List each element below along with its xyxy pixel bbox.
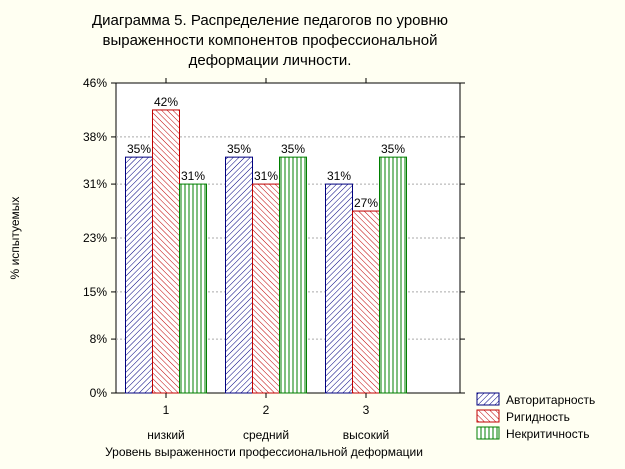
data-label: 27% [354, 196, 378, 210]
x-tick-label: 1 [163, 403, 170, 417]
chart-title: Диаграмма 5. Распределение педагогов по … [92, 12, 448, 69]
legend-swatch [476, 409, 500, 423]
data-label: 35% [127, 142, 151, 156]
bar [125, 156, 153, 394]
bar [179, 183, 207, 394]
data-label: 35% [381, 142, 405, 156]
x-category-label: средний [243, 428, 289, 442]
bar [279, 156, 307, 394]
y-axis-label: % испытуемых [8, 197, 22, 280]
title-line: выраженности компонентов профессионально… [103, 32, 438, 49]
y-tick-label: 23% [83, 231, 107, 245]
legend: Авторитарность Ригидность Некритичность [476, 392, 595, 441]
data-label: 31% [327, 169, 351, 183]
legend-swatch [476, 392, 500, 406]
legend-swatch [476, 426, 500, 440]
bar [252, 183, 280, 394]
y-tick-label: 31% [83, 177, 107, 191]
legend-label: Некритичность [506, 427, 589, 441]
data-label: 31% [254, 169, 278, 183]
y-tick-label: 8% [90, 332, 108, 346]
x-tick-label: 3 [363, 403, 370, 417]
y-tick-label: 38% [83, 130, 107, 144]
title-line: деформации личности. [189, 52, 352, 69]
y-tick-label: 46% [83, 76, 107, 90]
title-line: Диаграмма 5. Распределение педагогов по … [92, 12, 448, 29]
x-tick-label: 2 [263, 403, 270, 417]
data-label: 31% [181, 169, 205, 183]
data-label: 35% [227, 142, 251, 156]
bar [352, 210, 380, 394]
legend-label: Ригидность [506, 410, 570, 424]
bar [152, 109, 180, 394]
data-label: 35% [281, 142, 305, 156]
x-axis-label: Уровень выраженности профессиональной де… [105, 445, 423, 459]
x-category-label: низкий [147, 428, 185, 442]
data-label: 42% [154, 95, 178, 109]
y-tick-label: 0% [90, 386, 108, 400]
y-tick-label: 15% [83, 285, 107, 299]
x-category-label: высокий [343, 428, 389, 442]
bar [379, 156, 407, 394]
legend-label: Авторитарность [506, 393, 595, 407]
bar [225, 156, 253, 394]
bar [325, 183, 353, 394]
